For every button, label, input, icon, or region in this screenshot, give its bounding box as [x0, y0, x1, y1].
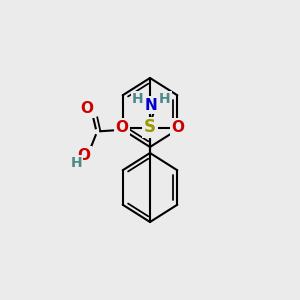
Text: S: S: [144, 118, 156, 136]
Text: O: O: [171, 120, 184, 135]
Text: H: H: [159, 92, 171, 106]
Text: O: O: [80, 101, 93, 116]
Text: O: O: [116, 120, 129, 135]
Text: H: H: [131, 92, 143, 106]
Text: N: N: [145, 98, 158, 112]
Text: H: H: [70, 156, 82, 170]
Text: O: O: [77, 148, 90, 163]
